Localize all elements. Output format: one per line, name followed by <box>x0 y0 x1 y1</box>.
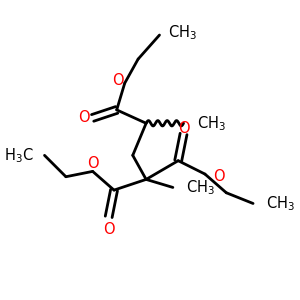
Text: O: O <box>178 121 189 136</box>
Text: O: O <box>213 169 225 184</box>
Text: CH$_3$: CH$_3$ <box>167 23 196 42</box>
Text: O: O <box>87 156 98 171</box>
Text: CH$_3$: CH$_3$ <box>197 114 226 133</box>
Text: CH$_3$: CH$_3$ <box>186 178 215 197</box>
Text: O: O <box>78 110 90 125</box>
Text: O: O <box>112 73 123 88</box>
Text: O: O <box>103 222 115 237</box>
Text: H$_3$C: H$_3$C <box>4 146 34 165</box>
Text: CH$_3$: CH$_3$ <box>266 194 296 213</box>
